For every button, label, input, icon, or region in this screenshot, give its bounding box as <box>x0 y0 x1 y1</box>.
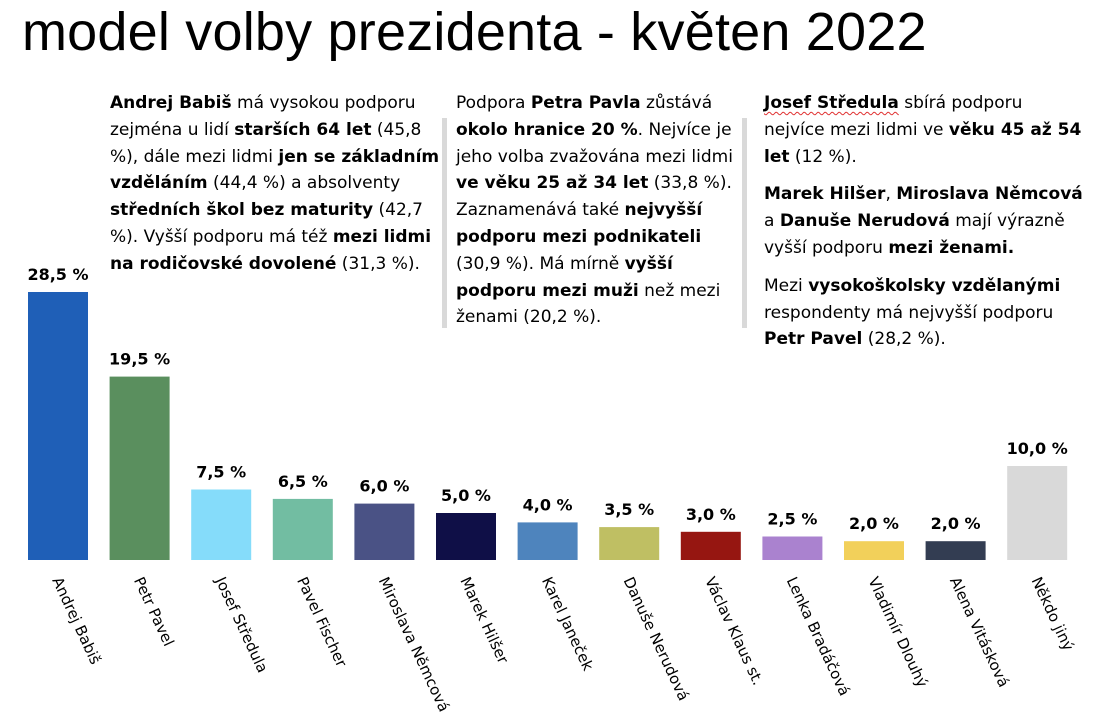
category-label: Andrej Babiš <box>48 574 104 667</box>
category-label: Vladimír Dlouhý <box>864 574 931 690</box>
note-bold: Miroslava Němcová <box>896 184 1083 205</box>
bar <box>354 503 415 560</box>
page-title: model volby prezidenta - květen 2022 <box>22 2 927 62</box>
note-text: zůstává <box>640 93 713 113</box>
note-babis-text: Andrej Babiš má vysokou podporu zejména … <box>110 90 440 278</box>
note-pavel: Podpora Petra Pavla zůstává okolo hranic… <box>456 90 746 331</box>
data-label: 7,5 % <box>196 463 246 482</box>
note-text: Podpora <box>456 93 531 113</box>
note-bold: Andrej Babiš <box>110 93 232 113</box>
note-text: než mezi ženami (20,2 %). <box>456 280 721 328</box>
note-bold: ve věku 25 až 34 let <box>456 173 649 194</box>
note-bold: Josef Středula <box>764 93 899 113</box>
bar <box>517 522 578 560</box>
bar <box>28 292 88 560</box>
note-bold: jen se základním vzděláním <box>110 146 440 194</box>
category-label: Někdo jiný <box>1028 574 1078 654</box>
data-label: 2,0 % <box>931 514 981 533</box>
note-others: Josef Středula sbírá podporu nejvíce mez… <box>764 90 1084 353</box>
note-bold: Danuše Nerudová <box>779 211 950 232</box>
note-bold: Petr Pavel <box>764 329 863 350</box>
note-text: , <box>885 184 897 205</box>
note-stredula-text: Josef Středula sbírá podporu nejvíce mez… <box>764 90 1084 170</box>
note-text: a <box>764 211 780 232</box>
note-bold: Petra Pavla <box>530 93 641 113</box>
data-label: 19,5 % <box>109 350 170 369</box>
data-label: 3,0 % <box>686 505 736 524</box>
bar <box>272 498 333 560</box>
note-text: sbírá podporu nejvíce mezi lidmi ve <box>764 93 1023 140</box>
note-text: (44,4 %) a absolventy <box>207 173 401 194</box>
note-bold: mezi ženami. <box>888 237 1015 258</box>
category-label: Pavel Fischer <box>293 574 351 671</box>
note-bold: Marek Hilšer <box>764 184 886 205</box>
note-bold: věku 45 až 54 let <box>764 119 1082 167</box>
note-pavel-text: Podpora Petra Pavla zůstává okolo hranic… <box>456 90 746 331</box>
divider-line <box>742 118 747 328</box>
note-text: (45,8 %), dále mezi lidmi <box>110 119 422 167</box>
note-text: (31,3 %). <box>336 253 420 274</box>
bar <box>436 513 496 560</box>
note-bold: mezi lidmi na rodičovské dovolené <box>110 226 432 274</box>
category-label: Karel Janeček <box>538 574 597 674</box>
note-bold: vyšší podporu mezi muži <box>456 253 673 301</box>
category-label: Miroslava Němcová <box>375 574 453 715</box>
category-label: Petr Pavel <box>130 574 178 649</box>
data-label: 2,5 % <box>767 510 817 529</box>
bar <box>680 531 741 560</box>
note-bold: středních škol bez maturity <box>110 200 374 221</box>
note-bold: nejvyšší podporu mezi podnikateli <box>456 200 703 247</box>
note-text: . Nejvíce je jeho volba zvažována mezi l… <box>456 119 733 167</box>
note-bold: okolo hranice 20 % <box>456 119 638 140</box>
note-text: má vysokou podporu zejména u lidí <box>110 93 416 140</box>
category-label: Marek Hilšer <box>456 574 512 667</box>
data-label: 6,0 % <box>359 477 409 496</box>
note-university-text: Mezi vysokoškolsky vzdělanými respondent… <box>764 273 1084 353</box>
divider-line <box>442 118 447 328</box>
bar <box>1007 466 1068 560</box>
data-label: 6,5 % <box>278 472 328 491</box>
note-text: (28,2 %). <box>862 329 946 350</box>
category-label: Lenka Bradáčová <box>783 574 854 699</box>
note-text: (33,8 %). Zaznamenává také <box>456 173 732 221</box>
bar <box>762 536 823 560</box>
data-label: 2,0 % <box>849 514 899 533</box>
note-babis: Andrej Babiš má vysokou podporu zejména … <box>110 90 440 278</box>
bar <box>191 489 252 560</box>
category-label: Václav Klaus st. <box>701 574 767 688</box>
note-bold: starších 64 let <box>234 119 372 140</box>
data-label: 3,5 % <box>604 500 654 519</box>
category-label: Josef Středula <box>211 573 272 675</box>
category-label: Alena Vitásková <box>946 574 1013 690</box>
data-label: 28,5 % <box>27 265 88 284</box>
bar <box>925 541 986 560</box>
note-text: respondenty má nejvyšší podporu <box>764 302 1054 323</box>
bar <box>109 376 170 560</box>
data-label: 5,0 % <box>441 486 491 505</box>
note-text: Mezi <box>764 275 809 296</box>
bar <box>844 541 904 560</box>
data-label: 10,0 % <box>1007 439 1068 458</box>
note-bold: vysokoškolsky vzdělanými <box>808 275 1061 296</box>
note-text: mají výrazně vyšší podporu <box>764 211 1065 258</box>
category-label: Danuše Nerudová <box>620 574 693 703</box>
note-text: (12 %). <box>789 146 857 167</box>
note-text: (42,7 %). Vyšší podporu má též <box>110 200 423 247</box>
note-women-text: Marek Hilšer, Miroslava Němcová a Danuše… <box>764 181 1084 261</box>
data-label: 4,0 % <box>523 495 573 514</box>
bar <box>599 527 660 560</box>
note-text: (30,9 %). Má mírně <box>456 253 625 274</box>
